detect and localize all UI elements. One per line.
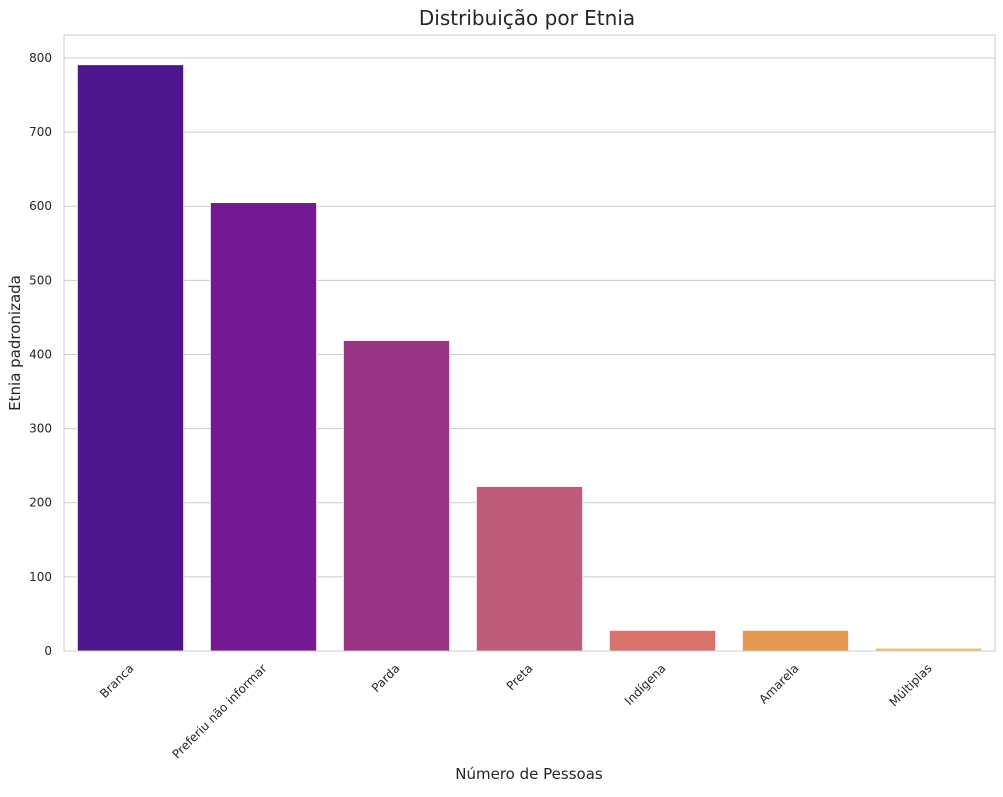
plot-frame <box>63 34 996 652</box>
bar-indigena <box>608 629 717 652</box>
chart-title: Distribuição por Etnia <box>419 6 635 30</box>
y-tick-label: 200 <box>29 496 52 510</box>
y-tick-label: 100 <box>29 570 52 584</box>
x-tick-label: Múltiplas <box>887 661 935 709</box>
y-tick-label: 600 <box>29 199 52 213</box>
y-tick-label: 0 <box>44 644 52 658</box>
bars <box>76 64 983 652</box>
y-tick-label: 500 <box>29 273 52 287</box>
x-tick-label: Parda <box>369 661 403 695</box>
bar-parda <box>342 339 451 652</box>
bar-preta <box>475 485 584 652</box>
x-tick-label: Preta <box>504 661 536 693</box>
y-tick-labels: 0 100 200 300 400 500 600 700 800 <box>29 51 52 658</box>
x-tick-labels: Branca Preferiu não informar Parda Preta Ind… <box>97 661 935 761</box>
x-tick-label: Preferiu não informar <box>169 661 269 761</box>
y-tick-label: 300 <box>29 422 52 436</box>
y-tick-label: 700 <box>29 125 52 139</box>
x-tick-label: Indígena <box>622 661 669 708</box>
bar-preferiu-nao-informar <box>209 202 318 652</box>
bar-branca <box>76 64 185 652</box>
bar-amarela <box>741 629 850 652</box>
x-tick-label: Branca <box>97 661 137 701</box>
x-tick-label: Amarela <box>756 661 801 706</box>
y-tick-label: 400 <box>29 347 52 361</box>
y-axis-label: Etnia padronizada <box>6 275 24 411</box>
x-axis-label: Número de Pessoas <box>455 765 603 783</box>
y-tick-label: 800 <box>29 51 52 65</box>
